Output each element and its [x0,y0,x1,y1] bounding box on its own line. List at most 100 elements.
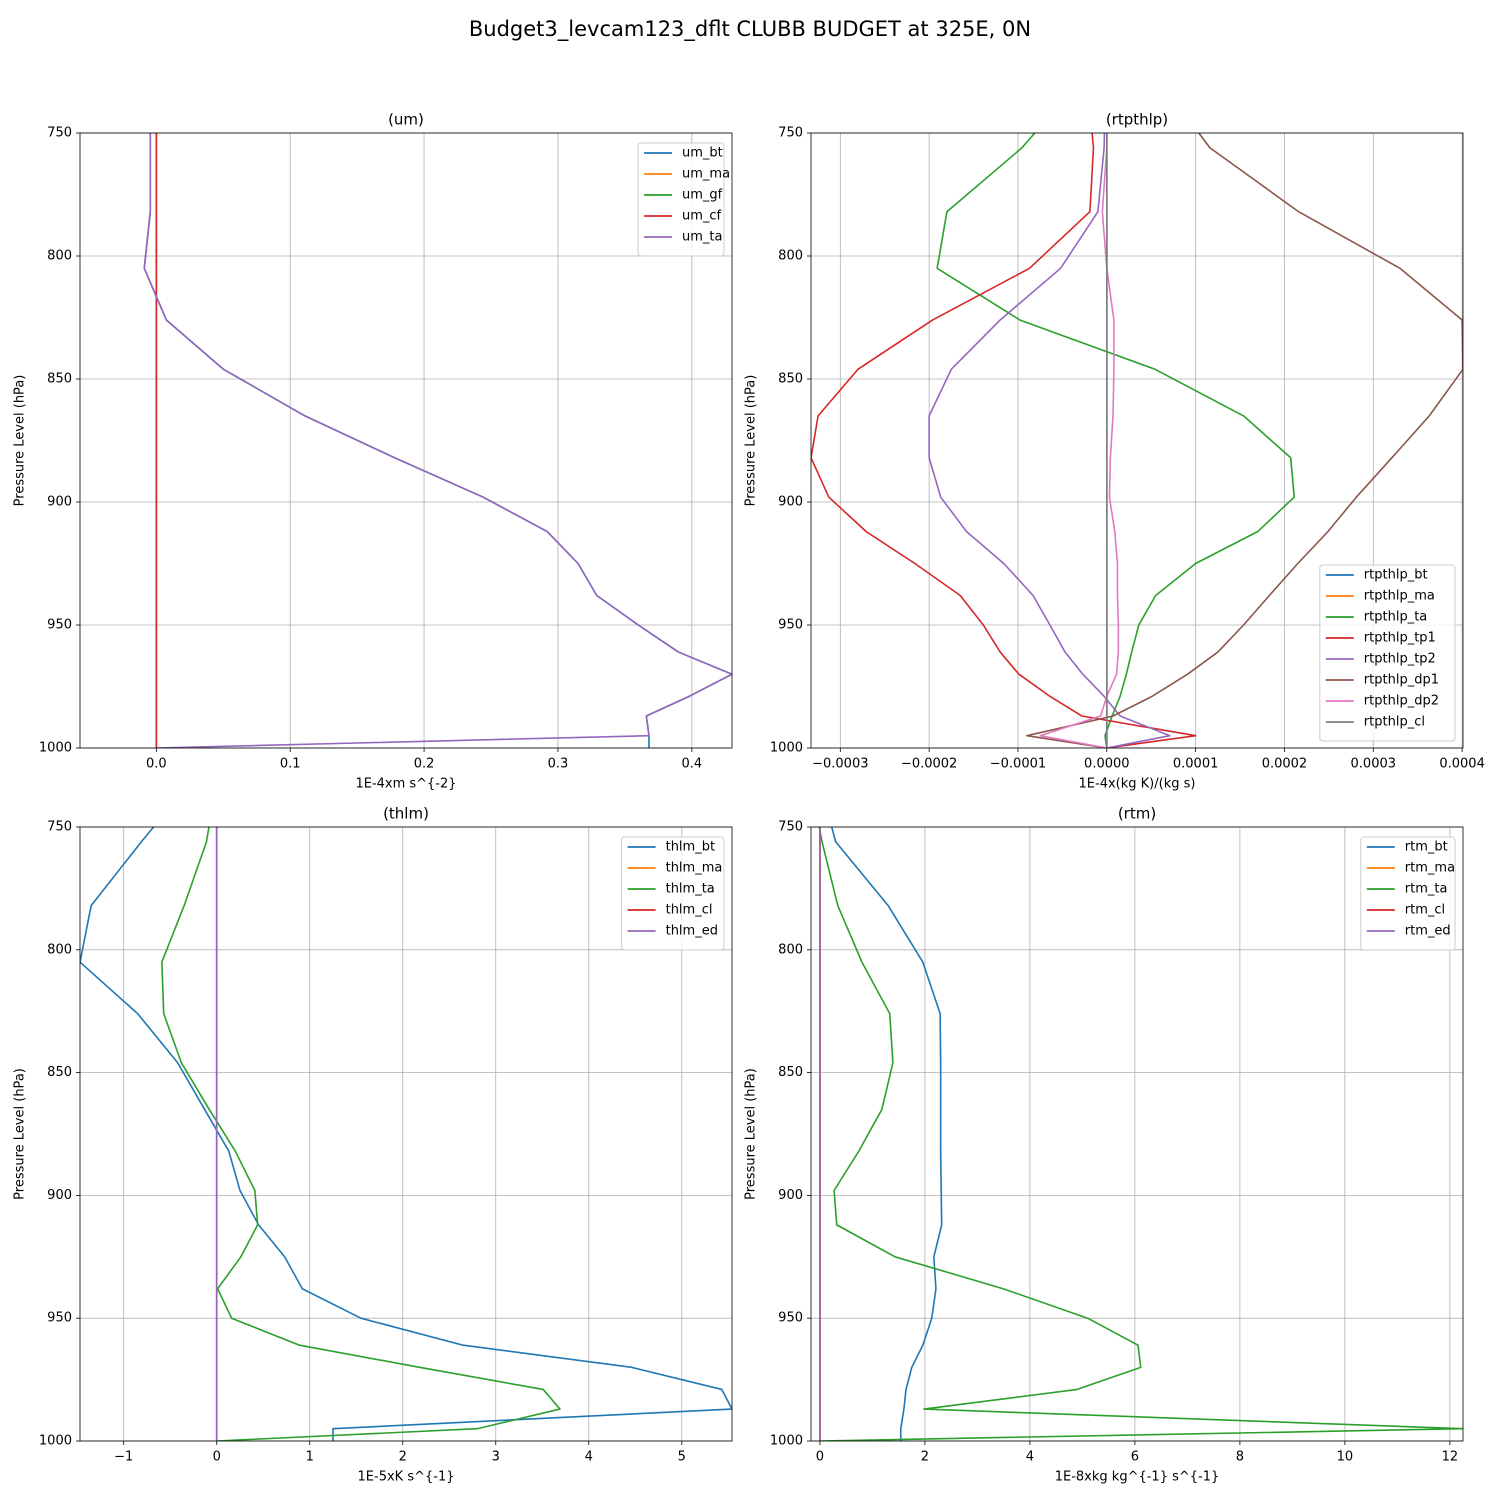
legend-label: um_bt [682,146,723,161]
y-tick-label: 1000 [770,741,803,756]
x-tick-label: 0 [816,1450,824,1465]
y-axis-label: Pressure Level (hPa) [13,375,28,507]
legend-box [1319,564,1456,742]
y-tick-label: 850 [778,372,803,387]
y-tick-label: 750 [47,126,72,141]
legend-label: rtpthlp_dp2 [1364,694,1439,709]
x-axis-label: 1E-4x(kg K)/(kg s) [1079,777,1196,792]
y-tick-label: 900 [778,495,803,510]
subplot-title: (thlm) [383,805,429,823]
x-tick-label: 0.1 [280,757,301,772]
plot-area [80,827,732,1441]
y-tick-label: 950 [47,618,72,633]
legend-label: thlm_ma [666,861,723,876]
x-tick-label: −1 [114,1450,133,1465]
x-tick-label: 0.3 [548,757,569,772]
y-tick-label: 950 [778,1311,803,1326]
legend-label: rtm_ed [1405,924,1451,939]
y-tick-label: 750 [778,820,803,835]
legend-box [621,836,725,951]
figure-title: Budget3_levcam123_dflt CLUBB BUDGET at 3… [469,17,1031,42]
x-tick-label: 0 [213,1450,221,1465]
legend-label: um_ma [682,167,730,182]
x-tick-label: 2 [399,1450,407,1465]
y-tick-label: 1000 [39,1434,72,1449]
x-tick-label: −0.0002 [901,757,957,772]
y-tick-label: 850 [778,1065,803,1080]
subplot-title: (rtpthlp) [1106,111,1168,129]
plot-area [811,133,1463,748]
y-axis-label: Pressure Level (hPa) [13,1068,28,1200]
subplot: (rtpthlp) 1E-4x(kg K)/(kg s) Pressure Leve… [744,111,1485,792]
y-tick-label: 900 [778,1188,803,1203]
legend-label: um_ta [682,230,722,245]
legend-label: rtpthlp_bt [1364,568,1428,583]
legend-label: rtpthlp_ma [1364,589,1435,604]
plot-area [143,133,732,748]
legend-box [1360,836,1456,951]
y-tick-label: 800 [47,942,72,957]
x-tick-label: 0.2 [414,757,435,772]
y-tick-label: 1000 [770,1434,803,1449]
legend: rtm_bt rtm_ma rtm_ta rtm_cl rtm_ed [1360,836,1456,951]
x-tick-label: 0.0001 [1173,757,1219,772]
x-axis-label: 1E-4xm s^{-2} [355,777,456,792]
y-tick-label: 800 [47,249,72,264]
legend-label: rtpthlp_dp1 [1364,673,1439,688]
x-axis-label: 1E-5xK s^{-1} [358,1470,455,1485]
series-line [818,827,1463,1441]
legend-label: rtpthlp_ta [1364,610,1427,625]
series-line [80,827,732,1441]
x-tick-label: 8 [1236,1450,1244,1465]
x-tick-label: 0.0004 [1439,757,1485,772]
x-tick-label: 6 [1131,1450,1139,1465]
x-tick-label: 5 [678,1450,686,1465]
axes-frame [79,132,733,749]
y-tick-label: 900 [47,495,72,510]
subplot: (um) 1E-4xm s^{-2} Pressure Level (hPa) 0.0… [13,111,733,792]
legend-label: um_cf [682,209,722,224]
y-axis-label: Pressure Level (hPa) [744,1068,759,1200]
y-tick-label: 850 [47,372,72,387]
x-tick-label: 4 [1026,1450,1034,1465]
series-line [161,827,561,1441]
y-tick-label: 750 [778,126,803,141]
legend-label: rtm_ta [1405,882,1448,897]
x-tick-label: 0.0 [146,757,167,772]
legend-label: thlm_bt [666,840,715,855]
x-tick-label: 0.0002 [1262,757,1308,772]
y-axis-label: Pressure Level (hPa) [744,375,759,507]
legend-label: rtpthlp_tp1 [1364,631,1436,646]
legend-box [637,142,725,257]
subplot: (thlm) 1E-5xK s^{-1} Pressure Level (hPa) −… [13,805,733,1485]
y-tick-label: 950 [47,1311,72,1326]
x-tick-label: 12 [1442,1450,1459,1465]
legend: thlm_bt thlm_ma thlm_ta thlm_cl thlm_ed [621,836,725,951]
subplot-title: (rtm) [1118,805,1156,823]
series-line [1026,133,1463,748]
x-tick-label: −0.0001 [990,757,1046,772]
x-axis-label: 1E-8xkg kg^{-1} s^{-1} [1055,1470,1220,1485]
axes-frame [79,826,733,1442]
x-tick-label: 0.4 [681,757,702,772]
x-tick-label: 3 [492,1450,500,1465]
legend-label: rtpthlp_cl [1364,715,1425,730]
legend-label: rtm_ma [1405,861,1455,876]
legend-label: rtpthlp_tp2 [1364,652,1436,667]
axes-frame [810,132,1464,749]
series-line [928,133,1171,748]
plot-area [818,827,1463,1441]
y-tick-label: 800 [778,249,803,264]
legend-label: thlm_ta [666,882,715,897]
x-tick-label: −0.0003 [812,757,868,772]
y-tick-label: 950 [778,618,803,633]
legend-label: um_gf [682,188,723,203]
legend-label: thlm_cl [666,903,713,918]
x-tick-label: 1 [306,1450,314,1465]
y-tick-label: 750 [47,820,72,835]
axes-frame [810,826,1464,1442]
y-tick-label: 900 [47,1188,72,1203]
legend-label: rtm_bt [1405,840,1448,855]
series-line [936,133,1296,748]
